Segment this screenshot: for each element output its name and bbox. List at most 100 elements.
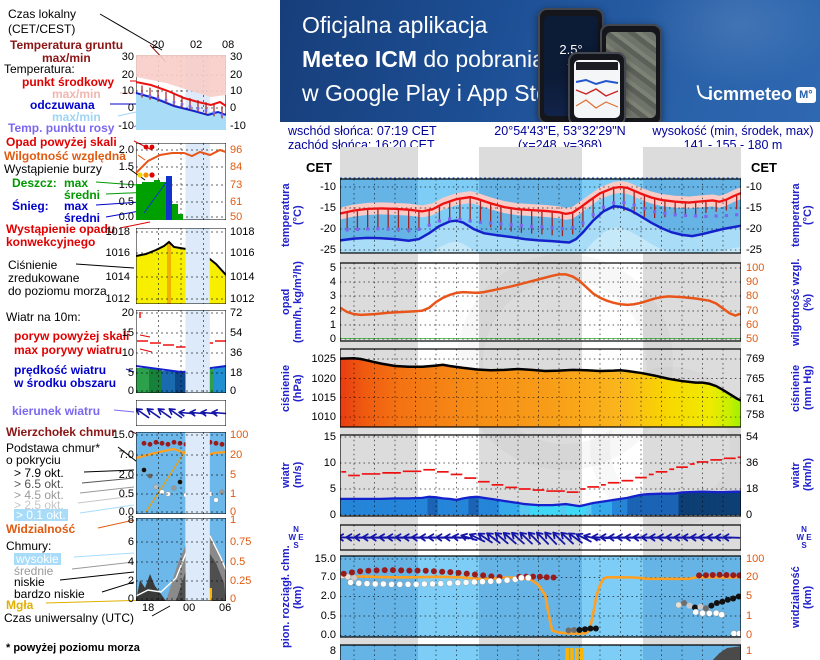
mini-layers-xtick-2: 06 — [219, 602, 232, 614]
sunrise-time: wschód słońca: 07:19 CET — [288, 124, 437, 138]
left-tick-2-0: 1025 — [311, 353, 336, 365]
app-promo-banner: Oficjalna aplikacja Meteo ICM do pobrani… — [280, 0, 820, 122]
left-tick-4-3: 0.5 — [320, 610, 336, 622]
mini-temp-xtick-2: 08 — [222, 39, 235, 51]
legend-label-36: > 2.5 okt. — [14, 498, 64, 512]
right-tick-2-3: 758 — [746, 409, 765, 421]
right-tick-4-3: 1 — [746, 610, 753, 622]
mini-temp-ytick-right-2: 10 — [230, 85, 243, 97]
mini-wind-ytick-left-2: 10 — [121, 347, 134, 359]
mini-cloud-ytick-right-0: 100 — [230, 429, 249, 441]
legend-label-6: max/min — [52, 87, 101, 101]
phone-meteogram-app — [568, 52, 626, 122]
mini-precip-ytick-left-3: 0.5 — [118, 196, 134, 208]
legend-label-20: konwekcyjnego — [6, 235, 96, 249]
mini-layers-ytick-left-3: 2 — [127, 575, 134, 587]
mini-precip-ytick-left-2: 1.0 — [118, 179, 134, 191]
left-tick-2-1: 1020 — [311, 373, 336, 385]
icmmeteo-logo: icmmeteo M° — [696, 82, 816, 105]
left-tick-4-1: 7.0 — [320, 571, 336, 583]
mini-temp-ytick-left-3: 0 — [127, 102, 134, 114]
right-tick-1-0: 100 — [746, 262, 765, 274]
right-tick-1-3: 70 — [746, 305, 759, 317]
mini-cloud-layers-chart — [136, 518, 226, 601]
mini-layers-ytick-right-0: 1 — [230, 514, 237, 526]
right-tick-1-4: 60 — [746, 319, 759, 331]
legend-label-31: Podstawa chmur* — [6, 441, 101, 455]
mini-precip-ytick-left-0: 2.0 — [118, 144, 134, 156]
panel-kierunek-wiatru — [340, 524, 741, 551]
mini-cloud-ytick-right-4: 0 — [230, 506, 237, 518]
meteogram-svg-wrap — [340, 147, 741, 660]
mini-cloud-ytick-left-1: 7.0 — [118, 449, 134, 461]
legend-footnote: * powyżej poziomu morza — [6, 642, 140, 654]
panel-chmury — [340, 644, 741, 660]
mini-temp-ytick-right-3: 0 — [230, 102, 237, 114]
mini-precip-ytick-left-1: 1.5 — [118, 161, 134, 173]
right-tick-2-2: 761 — [746, 393, 765, 405]
mini-layers-ytick-left-0: 8 — [127, 514, 134, 526]
mini-temp-xtick-0: 20 — [152, 39, 165, 51]
right-axis-title-3: wiatr (km/h) — [790, 458, 814, 492]
mini-temperature-chart — [136, 55, 226, 130]
legend-label-19: Wystąpienie opadu — [6, 222, 116, 236]
mini-wind-direction — [136, 400, 226, 426]
legend-label-43: bardzo niskie — [14, 587, 85, 601]
mini-cloud-ytick-left-3: 0.5 — [118, 488, 134, 500]
mini-pressure-chart — [136, 228, 226, 304]
legend-label-28: w środku obszaru — [14, 376, 117, 390]
legend-label-5: punkt środkowy — [22, 75, 115, 89]
panel-temperatura — [340, 177, 741, 254]
mini-press-ytick-left-1: 1016 — [105, 247, 130, 259]
mini-cloud-ytick-right-3: 1 — [230, 488, 237, 500]
right-tick-4-2: 5 — [746, 590, 753, 602]
left-tick-2-3: 1010 — [311, 411, 336, 423]
mini-press-ytick-right-0: 1018 — [230, 226, 255, 238]
mini-cloud-ytick-right-1: 20 — [230, 449, 243, 461]
banner-line2: Meteo ICM do pobrania — [302, 46, 545, 72]
left-tick-4-4: 0.0 — [320, 629, 336, 641]
phone-chart — [575, 62, 619, 109]
legend-label-16: Śnieg: — [12, 199, 49, 213]
mini-temp-xtick-1: 02 — [190, 39, 203, 51]
mini-wind-ytick-left-4: 0 — [127, 385, 134, 397]
legend-label-34: > 6.5 okt. — [14, 477, 64, 491]
right-tick-3-1: 36 — [746, 457, 759, 469]
left-tick-1-1: 4 — [329, 276, 336, 288]
panel-cisnienie — [340, 348, 741, 428]
legend-label-2: Temperatura gruntu — [10, 38, 124, 52]
banner-line3: w Google Play i App Store — [302, 80, 570, 106]
legend-label-38: Widzialność — [6, 522, 76, 536]
legend-label-13: Deszcz: — [12, 176, 57, 190]
mini-wind-ytick-left-0: 20 — [121, 307, 134, 319]
mini-wind-ytick-right-2: 36 — [230, 347, 243, 359]
left-tick-4-0: 15.0 — [314, 553, 336, 565]
left-axis-title-4: pion. rozciągł. chm. (km) — [280, 545, 304, 649]
mini-precip-ytick-right-4: 50 — [230, 211, 243, 223]
left-tick-4-2: 2.0 — [320, 590, 336, 602]
legend-label-33: > 7.9 okt. — [14, 466, 64, 480]
legend-label-45: Czas uniwersalny (UTC) — [4, 611, 135, 625]
panel-pion-rozciagl-chm — [340, 555, 741, 638]
mini-temp-ytick-right-4: -10 — [230, 120, 246, 132]
legend-label-23: do poziomu morza — [8, 284, 107, 298]
legend-label-42: niskie — [14, 575, 45, 589]
left-tick-1-2: 3 — [329, 290, 336, 302]
legend-label-21: Ciśnienie — [8, 258, 58, 272]
left-tick-1-4: 1 — [329, 319, 336, 331]
right-tick-4-1: 20 — [746, 571, 759, 583]
right-tick-0-0: -10 — [746, 181, 762, 193]
right-tick-3-2: 18 — [746, 483, 759, 495]
logo-badge: M° — [796, 87, 816, 103]
mini-precip-ytick-right-3: 61 — [230, 196, 243, 208]
mini-press-ytick-left-3: 1012 — [105, 293, 130, 305]
mini-cloud-ytick-left-2: 2.0 — [118, 469, 134, 481]
legend-label-25: poryw powyżej skali — [14, 329, 130, 343]
time-cet-left: CET — [306, 160, 332, 175]
left-tick-1-3: 2 — [329, 305, 336, 317]
left-tick-5-0: 8 — [329, 645, 336, 657]
mini-press-ytick-left-0: 1018 — [105, 226, 130, 238]
mini-wind-ytick-left-1: 15 — [121, 327, 134, 339]
legend-label-30: Wierzchołek chmur — [6, 425, 116, 439]
